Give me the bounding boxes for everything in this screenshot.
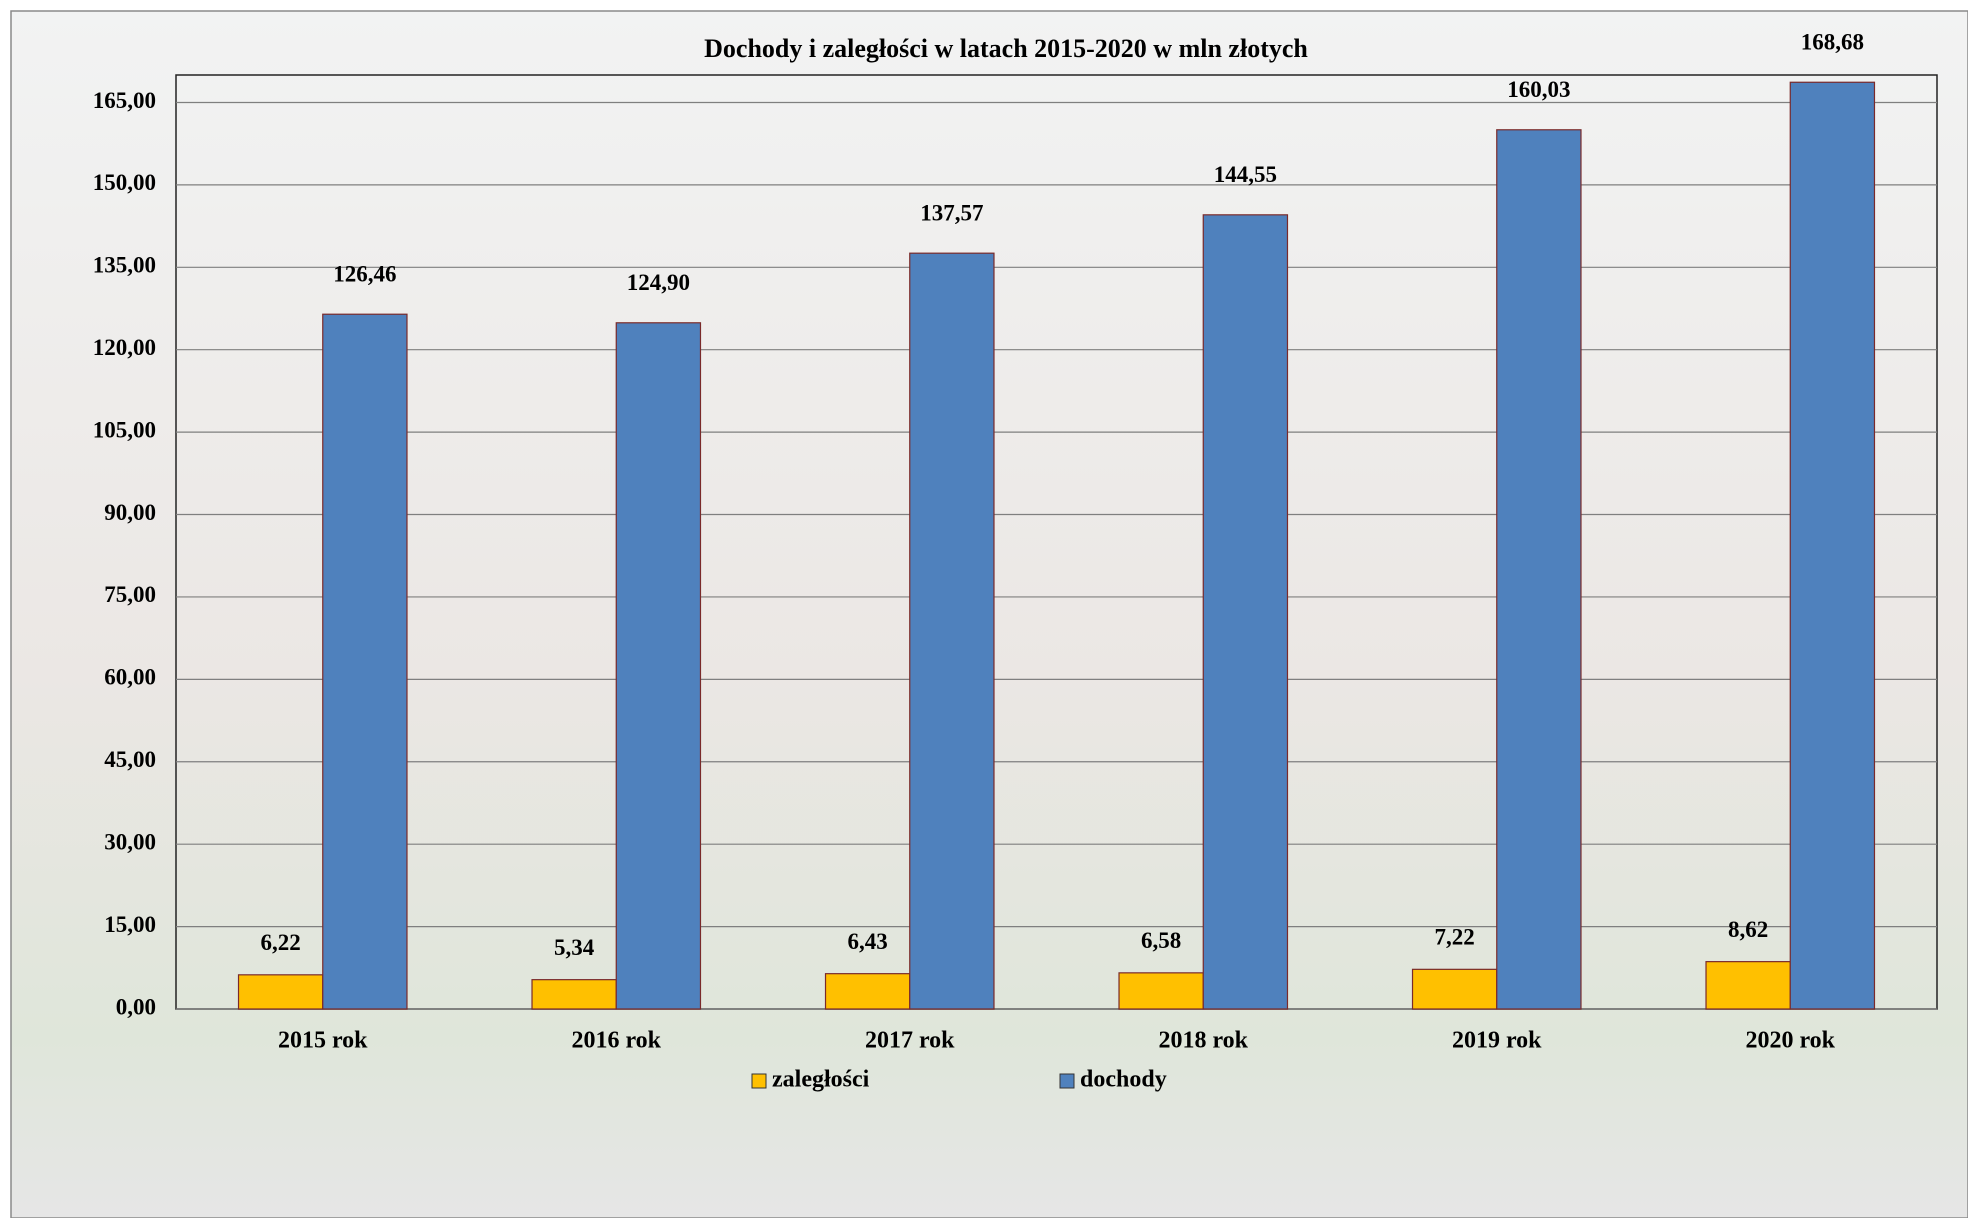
value-label: 168,68 <box>1801 30 1864 55</box>
y-tick-label: 15,00 <box>104 912 156 937</box>
value-label: 8,62 <box>1728 917 1768 942</box>
y-tick-label: 120,00 <box>93 335 156 360</box>
y-tick-label: 30,00 <box>104 829 156 854</box>
legend-label: dochody <box>1080 1067 1167 1093</box>
value-label: 6,58 <box>1141 928 1181 953</box>
bar <box>1706 962 1790 1009</box>
bar <box>532 980 616 1009</box>
bar <box>323 314 407 1009</box>
bar <box>1790 82 1874 1009</box>
bar <box>239 975 323 1009</box>
x-tick-label: 2017 rok <box>865 1028 955 1054</box>
chart-title: Dochody i zaległości w latach 2015-2020 … <box>704 34 1308 63</box>
value-label: 124,90 <box>627 270 690 295</box>
chart: Dochody i zaległości w latach 2015-2020 … <box>0 0 1968 1218</box>
y-tick-label: 90,00 <box>104 500 156 525</box>
y-tick-label: 60,00 <box>104 665 156 690</box>
y-tick-label: 105,00 <box>93 417 156 442</box>
bar <box>910 253 994 1009</box>
x-tick-label: 2016 rok <box>571 1028 661 1054</box>
value-label: 137,57 <box>920 200 983 225</box>
y-tick-label: 135,00 <box>93 253 156 278</box>
value-label: 7,22 <box>1435 925 1475 950</box>
y-tick-label: 45,00 <box>104 747 156 772</box>
value-label: 144,55 <box>1214 162 1277 187</box>
value-label: 160,03 <box>1507 77 1570 102</box>
value-label: 5,34 <box>554 935 595 960</box>
bar <box>1203 215 1287 1009</box>
value-label: 6,43 <box>848 929 888 954</box>
y-tick-label: 75,00 <box>104 582 156 607</box>
value-label: 126,46 <box>333 261 396 286</box>
legend-label: zaległości <box>772 1067 870 1093</box>
y-tick-label: 150,00 <box>93 170 156 195</box>
bar <box>826 974 910 1009</box>
x-tick-label: 2020 rok <box>1745 1028 1835 1054</box>
value-label: 6,22 <box>261 930 301 955</box>
legend-swatch <box>1060 1074 1074 1088</box>
y-tick-label: 0,00 <box>116 994 156 1019</box>
bar <box>1413 969 1497 1009</box>
bar <box>616 323 700 1009</box>
bar <box>1119 973 1203 1009</box>
bar <box>1497 130 1581 1009</box>
page: Dochody i zaległości w latach 2015-2020 … <box>0 0 1968 1218</box>
y-tick-label: 165,00 <box>93 88 156 113</box>
x-tick-label: 2015 rok <box>278 1028 368 1054</box>
x-tick-label: 2018 rok <box>1158 1028 1248 1054</box>
x-tick-label: 2019 rok <box>1452 1028 1542 1054</box>
legend-swatch <box>752 1074 766 1088</box>
